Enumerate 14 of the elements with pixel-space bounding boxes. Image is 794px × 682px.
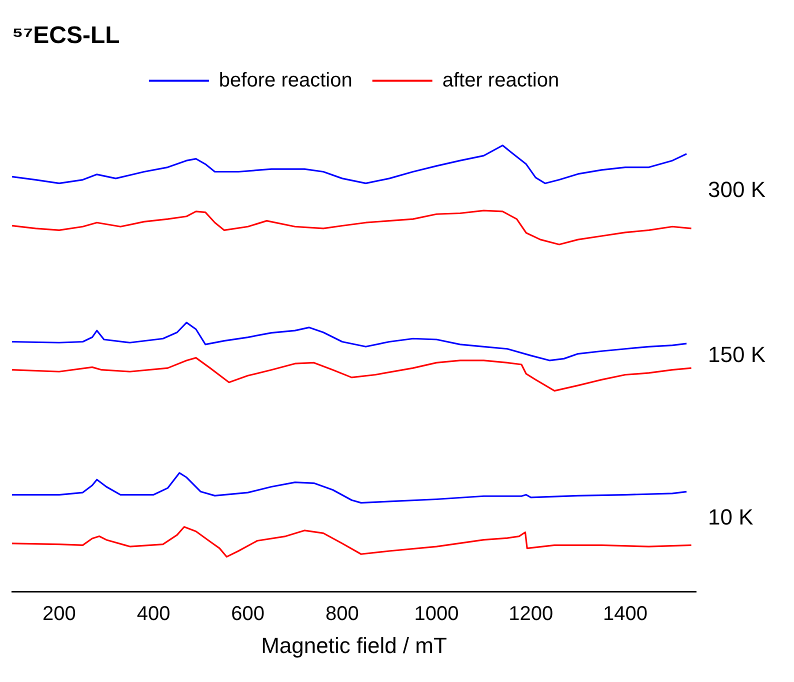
x-tick-label: 600 xyxy=(231,603,265,626)
chart-title: ⁵⁷ECS-LL xyxy=(12,22,120,50)
x-tick-label: 1000 xyxy=(414,603,459,626)
text: 300 K xyxy=(708,177,766,202)
x-tick-label: 1400 xyxy=(602,603,648,626)
x-tick-label: 1200 xyxy=(508,603,554,626)
x-tick-label: 800 xyxy=(326,603,359,626)
text: 150 K xyxy=(708,342,766,367)
x-tick-label: 200 xyxy=(42,603,76,626)
x-tick-label: 400 xyxy=(136,603,170,626)
legend-label: before reaction xyxy=(218,69,352,92)
legend-label: after reaction xyxy=(442,69,560,92)
text: 10 K xyxy=(708,504,754,530)
x-axis-title: Magnetic field / mT xyxy=(261,632,447,658)
